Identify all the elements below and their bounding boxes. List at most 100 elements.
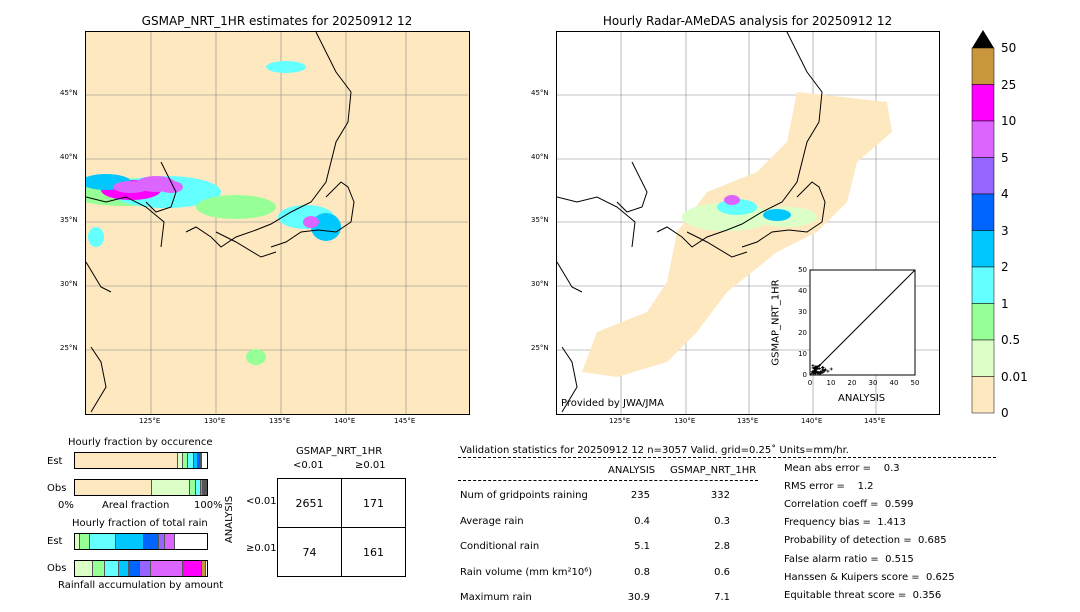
colorbar-segment	[972, 121, 994, 158]
occurrence-title: Hourly fraction by occurence	[68, 437, 212, 448]
y-tick-label: 20	[798, 329, 807, 337]
col-gsmap: GSMAP_NRT_1HR	[670, 465, 756, 476]
credit-text: Provided by JWA/JMA	[561, 398, 664, 409]
score-line: Hanssen & Kuipers score = 0.625	[784, 572, 955, 583]
stat-gsmap-value: 0.3	[700, 516, 730, 527]
total-rain-obs-bar	[74, 560, 208, 577]
colorbar-segment	[972, 340, 994, 377]
row-header-lt: <0.01	[246, 496, 277, 507]
rain-area	[266, 61, 306, 73]
rain-area	[763, 209, 791, 221]
lon-tick-label: 140°E	[334, 417, 355, 425]
bar-segment	[140, 561, 151, 576]
divider	[458, 457, 996, 458]
y-tick-label: 30	[798, 308, 807, 316]
bar-segment	[152, 480, 190, 495]
lat-tick-label: 25°N	[60, 344, 78, 352]
stat-gsmap-value: 7.1	[700, 592, 730, 603]
lon-tick-label: 130°E	[674, 417, 695, 425]
rain-core	[303, 216, 319, 228]
contingency-table: 2651 171 74 161	[277, 478, 406, 577]
bar-segment	[75, 480, 152, 495]
cell: 2651	[278, 479, 342, 528]
bar-segment	[75, 561, 93, 576]
bar-segment	[183, 561, 203, 576]
lat-tick-label: 30°N	[531, 280, 549, 288]
bar-segment	[144, 534, 160, 549]
score-line: RMS error = 1.2	[784, 481, 874, 492]
colorbar-label: 50	[1001, 41, 1016, 55]
total-rain-xlabel: Rainfall accumulation by amount	[58, 580, 223, 591]
gsmap-map	[85, 31, 470, 415]
col-header-lt: <0.01	[293, 460, 324, 471]
bar-segment	[105, 561, 119, 576]
colorbar-segment	[972, 231, 994, 268]
occurrence-obs-bar	[74, 479, 208, 496]
colorbar-label: 0.01	[1001, 370, 1028, 384]
score-line: Probability of detection = 0.685	[784, 535, 947, 546]
cell: 74	[278, 528, 342, 577]
colorbar-label: 0	[1001, 406, 1009, 420]
lon-tick-label: 135°E	[737, 417, 758, 425]
lat-tick-label: 40°N	[60, 153, 78, 161]
rain-core	[113, 181, 149, 193]
y-tick-label: 40	[798, 287, 807, 295]
stat-label: Conditional rain	[460, 541, 539, 552]
stat-gsmap-value: 332	[700, 490, 730, 501]
score-line: Equitable threat score = 0.356	[784, 590, 941, 601]
colorbar-extend-arrow	[972, 30, 994, 48]
lat-tick-label: 35°N	[531, 216, 549, 224]
occ-axis-right: 100%	[194, 500, 223, 511]
scatter-ylabel: GSMAP_NRT_1HR	[771, 279, 782, 365]
bar-segment	[201, 453, 202, 468]
bar-segment	[151, 561, 183, 576]
contingency-title: GSMAP_NRT_1HR	[296, 446, 382, 457]
colorbar-segment	[972, 194, 994, 231]
cell: 161	[342, 528, 406, 577]
stat-gsmap-value: 2.8	[700, 541, 730, 552]
occ-axis-left: 0%	[58, 500, 74, 511]
bar-segment	[116, 534, 144, 549]
col-header-ge: ≥0.01	[355, 460, 386, 471]
x-tick-label: 30	[869, 379, 878, 387]
colorbar-segment	[972, 267, 994, 304]
bar-segment	[206, 480, 207, 495]
rain-area	[724, 195, 740, 205]
occ-est-label: Est	[47, 456, 62, 467]
lat-tick-label: 45°N	[60, 89, 78, 97]
lon-tick-label: 145°E	[864, 417, 885, 425]
colorbar-label: 2	[1001, 260, 1009, 274]
rain-area	[88, 227, 104, 247]
colorbar-segment	[972, 304, 994, 341]
row-header-ge: ≥0.01	[246, 543, 277, 554]
lat-tick-label: 35°N	[60, 216, 78, 224]
colorbar-label: 1	[1001, 297, 1009, 311]
lon-tick-label: 145°E	[394, 417, 415, 425]
left-map-title: GSMAP_NRT_1HR estimates for 20250912 12	[85, 14, 469, 28]
colorbar-label: 0.5	[1001, 333, 1020, 347]
lon-tick-label: 130°E	[204, 417, 225, 425]
bar-segment	[75, 453, 178, 468]
bar-segment	[93, 561, 105, 576]
colorbar-label: 3	[1001, 224, 1009, 238]
x-tick-label: 10	[827, 379, 836, 387]
score-line: Mean abs error = 0.3	[784, 463, 900, 474]
rain-area	[246, 349, 266, 365]
y-tick-label: 10	[798, 350, 807, 358]
colorbar-label: 5	[1001, 151, 1009, 165]
scatter-xlabel: ANALYSIS	[838, 393, 885, 404]
lon-tick-label: 135°E	[269, 417, 290, 425]
stat-analysis-value: 0.8	[620, 567, 650, 578]
x-tick-label: 0	[808, 379, 812, 387]
divider	[458, 480, 758, 481]
stat-analysis-value: 235	[620, 490, 650, 501]
colorbar	[970, 28, 1000, 416]
lat-tick-label: 45°N	[531, 89, 549, 97]
bar-segment	[129, 561, 140, 576]
lat-tick-label: 40°N	[531, 153, 549, 161]
bar-segment	[165, 534, 174, 549]
stat-analysis-value: 0.4	[620, 516, 650, 527]
scatter-inset: 0010102020303040405050	[780, 262, 930, 390]
col-analysis: ANALYSIS	[608, 465, 655, 476]
